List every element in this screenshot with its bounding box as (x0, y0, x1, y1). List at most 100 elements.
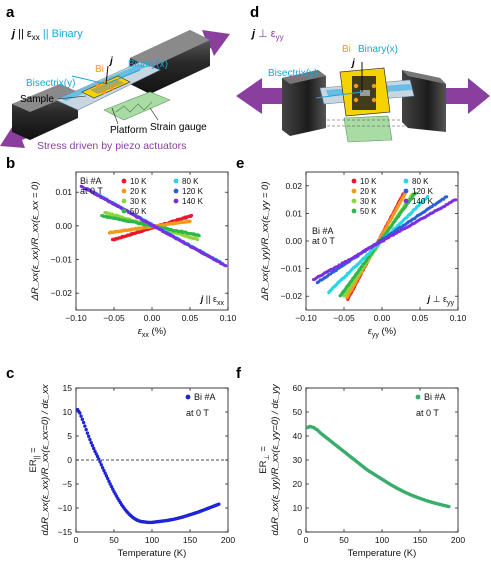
data-point (445, 195, 449, 199)
panel-letter-f: f (236, 365, 242, 382)
data-point (217, 502, 221, 506)
y-tick-label: 0.01 (55, 187, 72, 197)
x-tick-label: 150 (413, 535, 427, 545)
label-stress: Stress driven by piezo actuators (37, 140, 186, 152)
data-point (108, 482, 112, 486)
label-j-d: j (350, 58, 355, 69)
x-axis-label: Temperature (K) (348, 548, 417, 559)
stress-arrow-d-right (446, 78, 490, 114)
legend-label: 120 K (412, 187, 434, 196)
data-point (97, 457, 101, 461)
data-point (92, 446, 96, 451)
y-tick-label: −5 (62, 479, 72, 489)
data-point (426, 194, 430, 199)
y-tick-label: 0.02 (285, 181, 302, 191)
legend-marker (121, 188, 127, 194)
y-tick-label: 30 (293, 455, 303, 465)
data-point (100, 465, 105, 470)
x-tick-label: 0.00 (144, 313, 161, 323)
y-tick-label: 5 (67, 431, 72, 441)
legend-marker (121, 208, 127, 214)
actuator-block-d-left (282, 70, 326, 136)
legend-marker (351, 198, 357, 204)
x-tick-label: 150 (183, 535, 197, 545)
sample-label: at 0 T (80, 186, 103, 196)
y-tick-label: −0.02 (50, 288, 72, 298)
data-point (85, 431, 90, 435)
data-point (413, 191, 418, 195)
data-point (78, 411, 82, 415)
y-axis-label: ER⊥ = (258, 446, 271, 474)
legend-marker (351, 208, 357, 214)
data-point (111, 487, 115, 491)
panel-letter-c: c (6, 365, 14, 382)
legend-marker (415, 394, 421, 400)
y-tick-label: 0 (67, 455, 72, 465)
legend-label: 80 K (182, 177, 199, 186)
data-point (84, 427, 88, 432)
y-tick-label: 60 (293, 383, 303, 393)
strain-direction-label: j || εxx (200, 294, 225, 307)
actuator-block-d-right (402, 70, 446, 132)
y-axis-label: ΔR_xx(ε_yy)/R_xx(ε_yy = 0) (260, 182, 271, 302)
x-tick-label: 0 (304, 535, 309, 545)
legend-marker (173, 188, 179, 194)
field-annotation: at 0 T (186, 408, 209, 418)
data-point (93, 449, 97, 454)
sample-label: Bi #A (312, 226, 334, 236)
x-tick-label: 100 (145, 535, 159, 545)
x-tick-label: 200 (221, 535, 235, 545)
legend-marker (121, 198, 127, 204)
legend-label: Bi #A (424, 392, 446, 402)
y-tick-label: 0 (297, 527, 302, 537)
x-axis-label: Temperature (K) (118, 548, 187, 559)
legend-label: 10 K (360, 177, 377, 186)
data-point (80, 417, 85, 422)
data-point (81, 420, 86, 425)
legend-marker (403, 198, 409, 204)
sample-label: at 0 T (312, 236, 335, 246)
y-tick-label: 0.00 (55, 221, 72, 231)
y-tick-label: −0.01 (280, 264, 302, 274)
label-bisectrix-y: Bisectrix(y) (26, 78, 75, 89)
x-tick-label: −0.05 (333, 313, 355, 323)
schematic-d: d j ⊥ εyy Bi Binary(x) j Bisectri (236, 4, 490, 143)
schematic-a-header: j || εxx || Binary (10, 28, 83, 42)
legend-marker (351, 178, 357, 184)
label-bi: Bi (95, 64, 104, 75)
x-tick-label: 0.05 (182, 313, 199, 323)
legend-marker (185, 394, 191, 400)
field-annotation: at 0 T (416, 408, 439, 418)
legend-label: 120 K (182, 187, 204, 196)
y-axis-label: ΔR_xx(ε_xx)/R_xx(ε_xx = 0) (30, 182, 41, 302)
y-tick-label: 50 (293, 407, 303, 417)
label-bisectrix-y-d: Bisectrix(y) (268, 68, 317, 79)
strain-direction-label: j ⊥ εyy (427, 294, 455, 307)
data-point (103, 471, 107, 475)
data-point (86, 434, 91, 439)
data-point (94, 452, 98, 456)
legend-label: 20 K (130, 187, 147, 196)
data-point (90, 443, 95, 448)
x-tick-label: 200 (451, 535, 465, 545)
x-tick-label: −0.10 (65, 313, 87, 323)
y-tick-label: −10 (58, 503, 73, 513)
schematic-d-header: j ⊥ εyy (250, 28, 284, 42)
x-axis-label: εxx (%) (138, 326, 167, 339)
sample-label: Bi #A (80, 176, 102, 186)
series-er (75, 407, 221, 525)
legend-label: 80 K (412, 177, 429, 186)
y-axis-label-fraction: dΔR_xx(ε_xx)/R_xx(ε_xx=0) / dε_xx (40, 383, 51, 535)
y-tick-label: 15 (63, 383, 73, 393)
data-point (447, 504, 451, 509)
x-tick-label: 0 (74, 535, 79, 545)
label-bi-d: Bi (342, 44, 351, 55)
data-point (107, 479, 111, 483)
x-tick-label: −0.05 (103, 313, 125, 323)
legend-label: 10 K (130, 177, 147, 186)
y-tick-label: −0.02 (280, 291, 302, 301)
data-point (197, 234, 201, 238)
y-axis-label: ER|| = (28, 447, 41, 472)
